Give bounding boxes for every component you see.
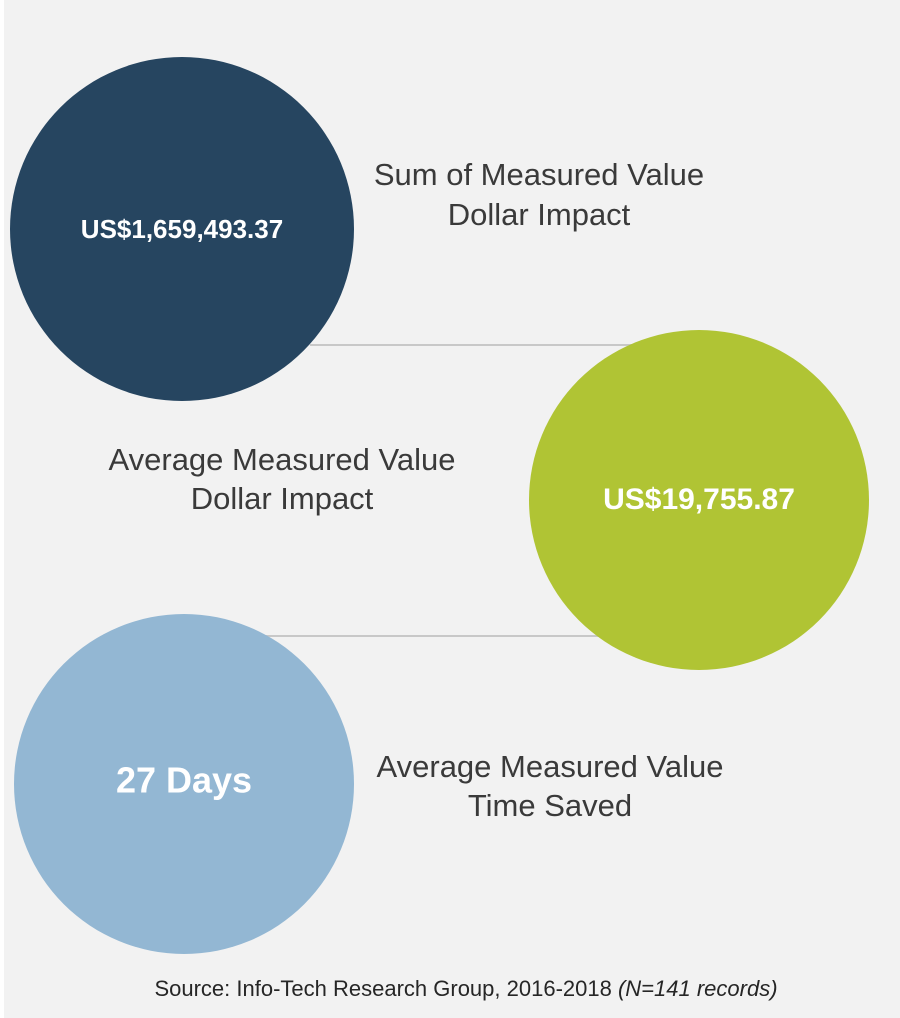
metric-label: Sum of Measured Value [374,157,704,192]
source-note: (N=141 records) [618,976,778,1001]
circle [10,57,354,401]
metric-label: Average Measured Value [377,749,724,784]
source-text: Source: Info-Tech Research Group, 2016-2… [154,976,611,1001]
metric-value: 27 Days [116,760,252,801]
metric-label: Dollar Impact [448,197,631,232]
metric-label: Dollar Impact [191,481,374,516]
source: Source: Info-Tech Research Group, 2016-2… [154,976,777,1001]
circle [14,614,354,954]
circle [529,330,869,670]
metric-value: US$1,659,493.37 [81,214,283,244]
metric-value: US$19,755.87 [603,483,795,516]
metric-label: Time Saved [468,788,632,823]
metric-label: Average Measured Value [109,442,456,477]
